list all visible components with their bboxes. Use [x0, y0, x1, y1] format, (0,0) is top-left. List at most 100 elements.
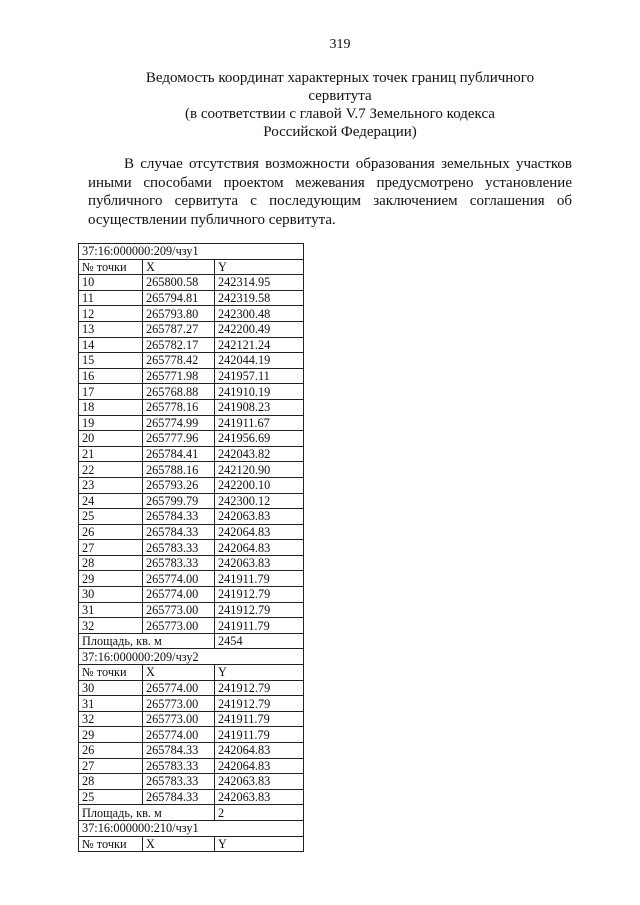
section-header-row: 37:16:000000:209/чзу2	[78, 648, 304, 666]
cell-point: 21	[78, 445, 143, 463]
cell-x: 265774.00	[142, 586, 215, 603]
cell-x: 265778.42	[142, 352, 215, 369]
cell-y: 242300.48	[214, 305, 304, 322]
column-header-row: № точки X Y	[78, 258, 304, 276]
cell-x: 265800.58	[142, 274, 215, 291]
cell-point: 13	[78, 320, 143, 338]
cell-point: 28	[78, 554, 143, 572]
area-label: Площадь, кв. м	[78, 632, 215, 650]
title-line: сервитута	[308, 88, 372, 104]
cell-point: 25	[78, 788, 143, 806]
cell-y: 241911.67	[214, 414, 304, 432]
section-id: 37:16:000000:209/чзу2	[78, 648, 304, 666]
column-header-y: Y	[214, 258, 304, 276]
cell-x: 265771.98	[142, 367, 215, 385]
column-header-point: № точки	[78, 835, 143, 853]
table-row: 16 265771.98 241957.11	[78, 367, 304, 385]
cell-x: 265768.88	[142, 383, 215, 400]
cell-point: 31	[78, 601, 143, 619]
table-row: 11 265794.81 242319.58	[78, 289, 304, 307]
cell-y: 242044.19	[214, 352, 304, 369]
cell-y: 242064.83	[214, 539, 304, 556]
cell-x: 265793.26	[142, 476, 215, 494]
table-row: 31 265773.00 241912.79	[78, 601, 304, 619]
cell-y: 242063.83	[214, 508, 304, 525]
table-row: 25 265784.33 242063.83	[78, 508, 304, 525]
cell-point: 32	[78, 710, 143, 728]
cell-point: 16	[78, 367, 143, 385]
area-value: 2	[214, 804, 304, 821]
column-header-y: Y	[214, 835, 304, 853]
cell-point: 28	[78, 773, 143, 790]
title-line: Ведомость координат характерных точек гр…	[145, 70, 535, 86]
cell-point: 23	[78, 476, 143, 494]
cell-y: 242064.83	[214, 523, 304, 541]
cell-x: 265782.17	[142, 336, 215, 354]
cell-y: 242064.83	[214, 757, 304, 775]
table-row: 31 265773.00 241912.79	[78, 695, 304, 712]
cell-y: 241912.79	[214, 601, 304, 619]
table-row: 27 265783.33 242064.83	[78, 757, 304, 775]
table-row: 28 265783.33 242063.83	[78, 554, 304, 572]
cell-x: 265784.33	[142, 742, 215, 759]
cell-point: 12	[78, 305, 143, 322]
table-row: 30 265774.00 241912.79	[78, 586, 304, 603]
cell-x: 265774.00	[142, 726, 215, 743]
cell-y: 242300.12	[214, 492, 304, 510]
cell-y: 242314.95	[214, 274, 304, 291]
table-row: 20 265777.96 241956.69	[78, 430, 304, 447]
cell-y: 241911.79	[214, 710, 304, 728]
table-row: 12 265793.80 242300.48	[78, 305, 304, 322]
cell-point: 20	[78, 430, 143, 447]
cell-x: 265787.27	[142, 320, 215, 338]
cell-point: 30	[78, 586, 143, 603]
title-line: (в соответствии с главой V.7 Земельного …	[185, 106, 495, 122]
table-row: 15 265778.42 242044.19	[78, 352, 304, 369]
cell-y: 241957.11	[214, 367, 304, 385]
area-row: Площадь, кв. м 2454	[78, 632, 304, 650]
cell-y: 242200.10	[214, 476, 304, 494]
cell-x: 265793.80	[142, 305, 215, 322]
section-header-row: 37:16:000000:209/чзу1	[78, 243, 304, 260]
cell-x: 265774.00	[142, 570, 215, 588]
cell-x: 265799.79	[142, 492, 215, 510]
cell-x: 265783.33	[142, 539, 215, 556]
cell-y: 241912.79	[214, 586, 304, 603]
cell-point: 26	[78, 742, 143, 759]
cell-point: 31	[78, 695, 143, 712]
document-title: Ведомость координат характерных точек гр…	[110, 69, 570, 141]
table-row: 23 265793.26 242200.10	[78, 476, 304, 494]
table-row: 25 265784.33 242063.83	[78, 788, 304, 806]
cell-x: 265773.00	[142, 710, 215, 728]
cell-x: 265783.33	[142, 757, 215, 775]
cell-point: 14	[78, 336, 143, 354]
cell-point: 26	[78, 523, 143, 541]
table-row: 29 265774.00 241911.79	[78, 726, 304, 743]
cell-x: 265773.00	[142, 695, 215, 712]
cell-x: 265774.99	[142, 414, 215, 432]
column-header-point: № точки	[78, 258, 143, 276]
cell-y: 241910.19	[214, 383, 304, 400]
cell-x: 265773.00	[142, 617, 215, 634]
cell-point: 27	[78, 757, 143, 775]
table-row: 24 265799.79 242300.12	[78, 492, 304, 510]
cell-y: 241912.79	[214, 695, 304, 712]
cell-point: 17	[78, 383, 143, 400]
cell-x: 265788.16	[142, 461, 215, 478]
cell-y: 241956.69	[214, 430, 304, 447]
column-header-x: X	[142, 258, 215, 276]
cell-y: 242200.49	[214, 320, 304, 338]
area-value: 2454	[214, 632, 304, 650]
cell-y: 241911.79	[214, 617, 304, 634]
cell-point: 27	[78, 539, 143, 556]
table-row: 26 265784.33 242064.83	[78, 742, 304, 759]
column-header-row: № точки X Y	[78, 835, 304, 853]
cell-point: 25	[78, 508, 143, 525]
cell-point: 29	[78, 570, 143, 588]
table-row: 30 265774.00 241912.79	[78, 679, 304, 697]
column-header-y: Y	[214, 664, 304, 681]
cell-x: 265784.33	[142, 508, 215, 525]
cell-x: 265784.41	[142, 445, 215, 463]
section-id: 37:16:000000:209/чзу1	[78, 243, 304, 260]
